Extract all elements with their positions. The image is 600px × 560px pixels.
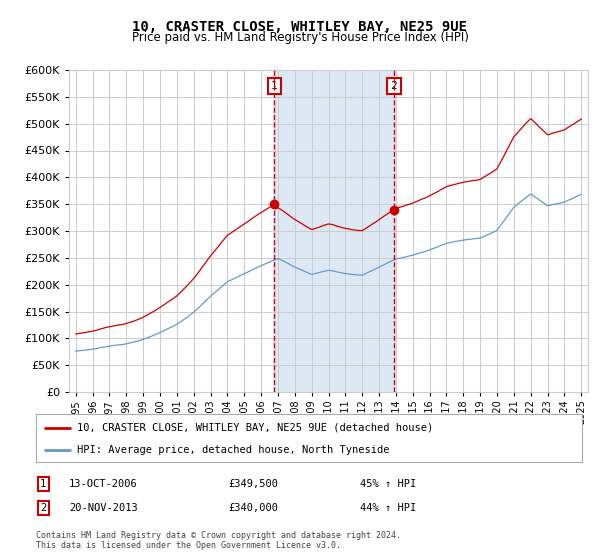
Text: 13-OCT-2006: 13-OCT-2006 <box>69 479 138 489</box>
Text: Price paid vs. HM Land Registry's House Price Index (HPI): Price paid vs. HM Land Registry's House … <box>131 31 469 44</box>
Text: 1: 1 <box>271 81 278 91</box>
Text: 10, CRASTER CLOSE, WHITLEY BAY, NE25 9UE: 10, CRASTER CLOSE, WHITLEY BAY, NE25 9UE <box>133 20 467 34</box>
Text: 44% ↑ HPI: 44% ↑ HPI <box>360 503 416 513</box>
Text: 45% ↑ HPI: 45% ↑ HPI <box>360 479 416 489</box>
Text: £340,000: £340,000 <box>228 503 278 513</box>
Text: 2: 2 <box>391 81 397 91</box>
Text: 20-NOV-2013: 20-NOV-2013 <box>69 503 138 513</box>
Text: 10, CRASTER CLOSE, WHITLEY BAY, NE25 9UE (detached house): 10, CRASTER CLOSE, WHITLEY BAY, NE25 9UE… <box>77 423 433 433</box>
Text: 2: 2 <box>40 503 46 513</box>
Text: HPI: Average price, detached house, North Tyneside: HPI: Average price, detached house, Nort… <box>77 445 389 455</box>
Text: £349,500: £349,500 <box>228 479 278 489</box>
Text: Contains HM Land Registry data © Crown copyright and database right 2024.
This d: Contains HM Land Registry data © Crown c… <box>36 531 401 550</box>
Bar <box>274 70 394 392</box>
Text: 1: 1 <box>40 479 46 489</box>
